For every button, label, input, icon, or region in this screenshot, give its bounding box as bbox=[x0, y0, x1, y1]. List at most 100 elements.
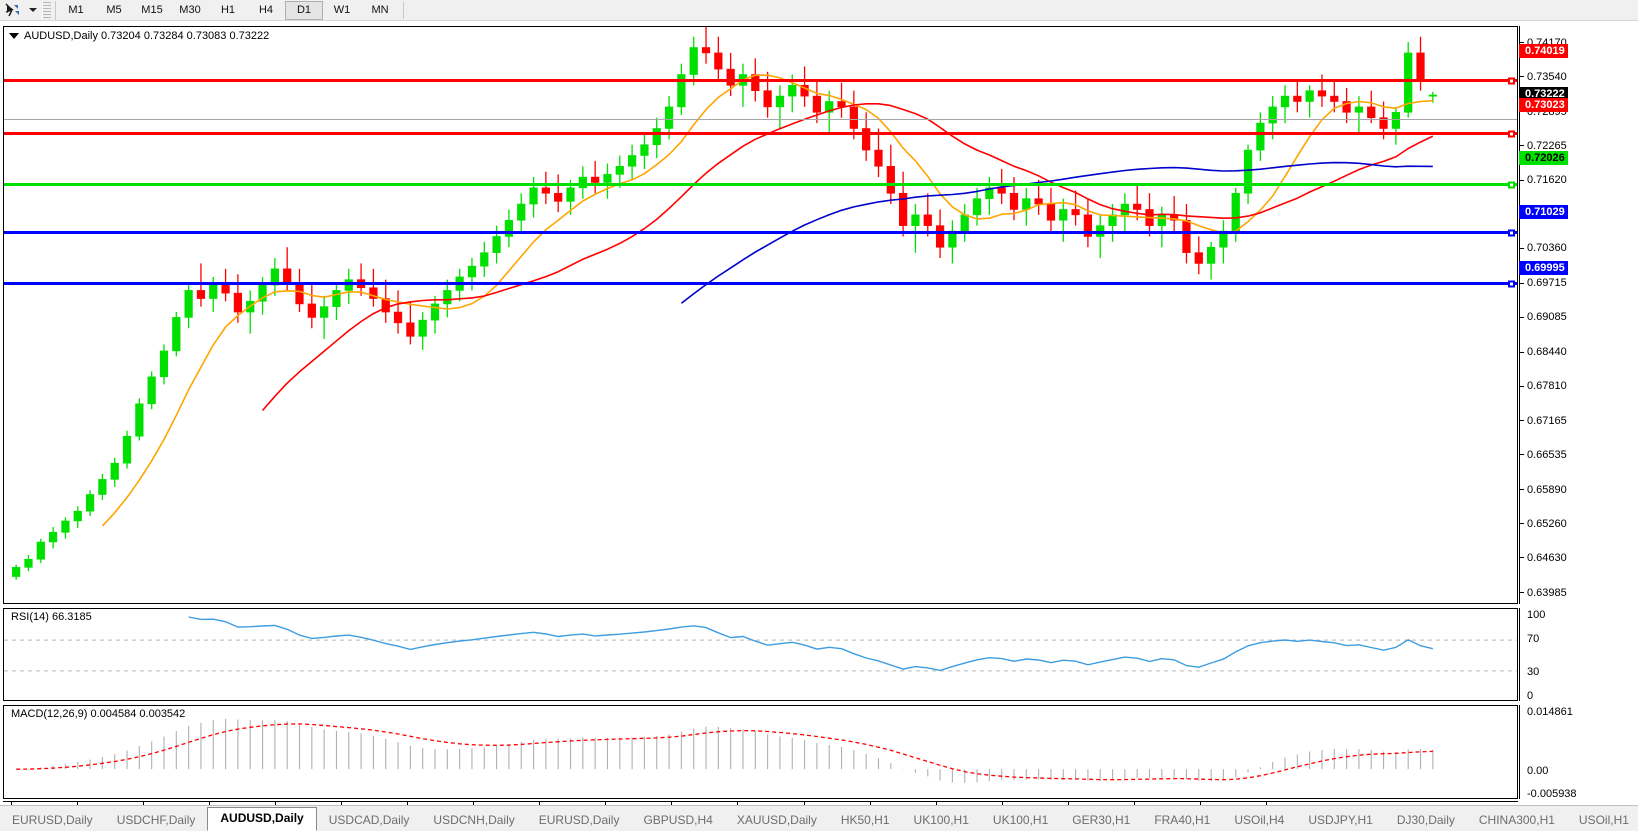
date-tick bbox=[869, 802, 871, 806]
macd-chart-svg bbox=[16, 718, 1434, 784]
chart-tab-audusd-daily[interactable]: AUDUSD,Daily bbox=[207, 807, 317, 831]
macd-tick: 0.00 bbox=[1527, 764, 1549, 777]
collapse-arrow-icon[interactable] bbox=[9, 33, 19, 39]
macd-pane[interactable]: MACD(12,26,9) 0.004584 0.003542 bbox=[3, 705, 1518, 799]
macd-axis[interactable]: 0.014861 0.00 -0.005938 bbox=[1519, 705, 1638, 800]
chart-tab-xauusd-daily[interactable]: XAUUSD,Daily bbox=[736, 813, 817, 827]
price-chart-svg bbox=[12, 27, 1437, 580]
level-line-0.71029[interactable] bbox=[4, 229, 1517, 236]
timeframe-mn[interactable]: MN bbox=[371, 3, 389, 16]
price-badge-support[interactable]: 0.69995 bbox=[1519, 261, 1568, 276]
timeframe-d1[interactable]: D1 bbox=[285, 0, 323, 20]
timeframe-m30[interactable]: M30 bbox=[179, 3, 201, 16]
price-tick: 0.64630 bbox=[1519, 552, 1567, 564]
date-tick bbox=[803, 802, 805, 806]
chart-tab-usoil-h1[interactable]: USOil,H1 bbox=[1578, 813, 1629, 827]
date-tick bbox=[209, 802, 211, 806]
level-line-current[interactable] bbox=[4, 119, 1517, 120]
timeframe-w1[interactable]: W1 bbox=[333, 3, 351, 16]
price-tick: 0.70360 bbox=[1519, 242, 1567, 254]
price-badge-resistance[interactable]: 0.74019 bbox=[1519, 43, 1568, 58]
date-tick bbox=[275, 802, 277, 806]
price-badge-pivot[interactable]: 0.72026 bbox=[1519, 151, 1568, 166]
date-tick bbox=[1001, 802, 1003, 806]
price-tick: 0.67165 bbox=[1519, 415, 1567, 427]
rsi-tick: 0 bbox=[1527, 690, 1534, 702]
rsi-label: RSI(14) 66.3185 bbox=[9, 611, 94, 623]
price-tick: 0.68440 bbox=[1519, 346, 1567, 358]
rsi-tick: 70 bbox=[1527, 633, 1540, 646]
price-pane[interactable]: AUDUSD,Daily 0.73204 0.73284 0.73083 0.7… bbox=[3, 26, 1518, 604]
chart-tab-china300-h1[interactable]: CHINA300,H1 bbox=[1478, 813, 1555, 827]
chart-tab-usdchf-daily[interactable]: USDCHF,Daily bbox=[116, 813, 196, 827]
price-tick: 0.65890 bbox=[1519, 484, 1567, 496]
chart-tab-bar: EURUSD,Daily USDCHF,Daily AUDUSD,Daily USDC… bbox=[0, 805, 1638, 831]
date-tick bbox=[407, 802, 409, 806]
chart-tab-ger30-h1[interactable]: GER30,H1 bbox=[1072, 813, 1131, 827]
rsi-tick: 30 bbox=[1527, 665, 1540, 678]
date-tick bbox=[935, 802, 937, 806]
symbol-header: AUDUSD,Daily 0.73204 0.73284 0.73083 0.7… bbox=[9, 30, 269, 42]
date-tick bbox=[1067, 802, 1069, 806]
rsi-chart-svg bbox=[4, 616, 1517, 672]
level-handle[interactable] bbox=[1508, 77, 1515, 84]
chevron-down-icon[interactable] bbox=[26, 1, 40, 20]
toolbar-grip[interactable] bbox=[42, 1, 51, 19]
level-line-0.72026[interactable] bbox=[4, 181, 1517, 188]
chart-tab-usdcad-daily[interactable]: USDCAD,Daily bbox=[328, 813, 410, 827]
crosshair-cursor-icon[interactable] bbox=[0, 1, 26, 20]
date-tick bbox=[671, 802, 673, 806]
rsi-axis[interactable]: 100 70 30 0 bbox=[1519, 608, 1638, 702]
chart-tab-uk100-h1[interactable]: UK100,H1 bbox=[992, 813, 1049, 827]
macd-label: MACD(12,26,9) 0.004584 0.003542 bbox=[9, 708, 188, 720]
rsi-pane[interactable]: RSI(14) 66.3185 bbox=[3, 608, 1518, 701]
level-line-0.74019[interactable] bbox=[4, 77, 1517, 84]
price-tick: 0.65260 bbox=[1519, 518, 1567, 530]
date-tick bbox=[341, 802, 343, 806]
level-handle[interactable] bbox=[1508, 130, 1515, 137]
price-axis[interactable]: 0.741700.735400.728950.722650.716200.709… bbox=[1519, 26, 1638, 604]
chevron-down-glyph bbox=[29, 8, 37, 12]
level-handle[interactable] bbox=[1508, 229, 1515, 236]
price-badge-resistance[interactable]: 0.73023 bbox=[1519, 97, 1568, 112]
chart-tab-fra40-h1[interactable]: FRA40,H1 bbox=[1154, 813, 1211, 827]
date-tick bbox=[1133, 802, 1135, 806]
chart-tab-hk50-h1[interactable]: HK50,H1 bbox=[840, 813, 890, 827]
price-badge-support[interactable]: 0.71029 bbox=[1519, 205, 1568, 220]
date-tick bbox=[143, 802, 145, 806]
level-line-0.69995[interactable] bbox=[4, 280, 1517, 287]
price-tick: 0.73540 bbox=[1519, 71, 1567, 83]
chart-tab-uk100-h1[interactable]: UK100,H1 bbox=[913, 813, 969, 827]
price-badge-current-price[interactable]: 0.73222 bbox=[1519, 86, 1568, 101]
level-line-0.73023[interactable] bbox=[4, 130, 1517, 137]
rsi-tick: 100 bbox=[1527, 609, 1546, 621]
chart-tab-eurusd-daily[interactable]: EURUSD,Daily bbox=[538, 813, 620, 827]
date-tick bbox=[539, 802, 541, 806]
macd-tick: -0.005938 bbox=[1527, 788, 1577, 800]
timeframe-m5[interactable]: M5 bbox=[106, 3, 122, 16]
chart-tab-usdjpy-h1[interactable]: USDJPY,H1 bbox=[1308, 813, 1373, 827]
timeframe-m15[interactable]: M15 bbox=[141, 3, 163, 16]
date-tick bbox=[1199, 802, 1201, 806]
timeframe-m1[interactable]: M1 bbox=[68, 3, 84, 16]
toolbar: M1 M5 M15 M30 H1 H4 D1 W1 MN bbox=[0, 0, 1638, 21]
price-tick: 0.66535 bbox=[1519, 449, 1567, 461]
date-tick bbox=[11, 802, 12, 806]
timeframe-h1[interactable]: H1 bbox=[220, 3, 236, 16]
level-handle[interactable] bbox=[1508, 280, 1515, 287]
axis-line bbox=[1519, 26, 1520, 604]
chart-tab-gbpusd-h4[interactable]: GBPUSD,H4 bbox=[643, 813, 713, 827]
chart-tab-eurusd-daily[interactable]: EURUSD,Daily bbox=[12, 813, 93, 827]
axis-line bbox=[1519, 705, 1520, 799]
chart-tab-usoil-h4[interactable]: USOil,H4 bbox=[1234, 813, 1285, 827]
axis-line bbox=[1519, 608, 1520, 701]
date-tick bbox=[473, 802, 475, 806]
price-tick: 0.67810 bbox=[1519, 380, 1567, 392]
price-tick: 0.72265 bbox=[1519, 140, 1567, 152]
chart-tab-dj30-daily[interactable]: DJ30,Daily bbox=[1396, 813, 1455, 827]
level-handle[interactable] bbox=[1508, 181, 1515, 188]
timeframe-group: M1 M5 M15 M30 H1 H4 D1 W1 MN bbox=[55, 0, 399, 20]
chart-tab-usdcnh-daily[interactable]: USDCNH,Daily bbox=[433, 813, 515, 827]
timeframe-h4[interactable]: H4 bbox=[258, 3, 274, 16]
